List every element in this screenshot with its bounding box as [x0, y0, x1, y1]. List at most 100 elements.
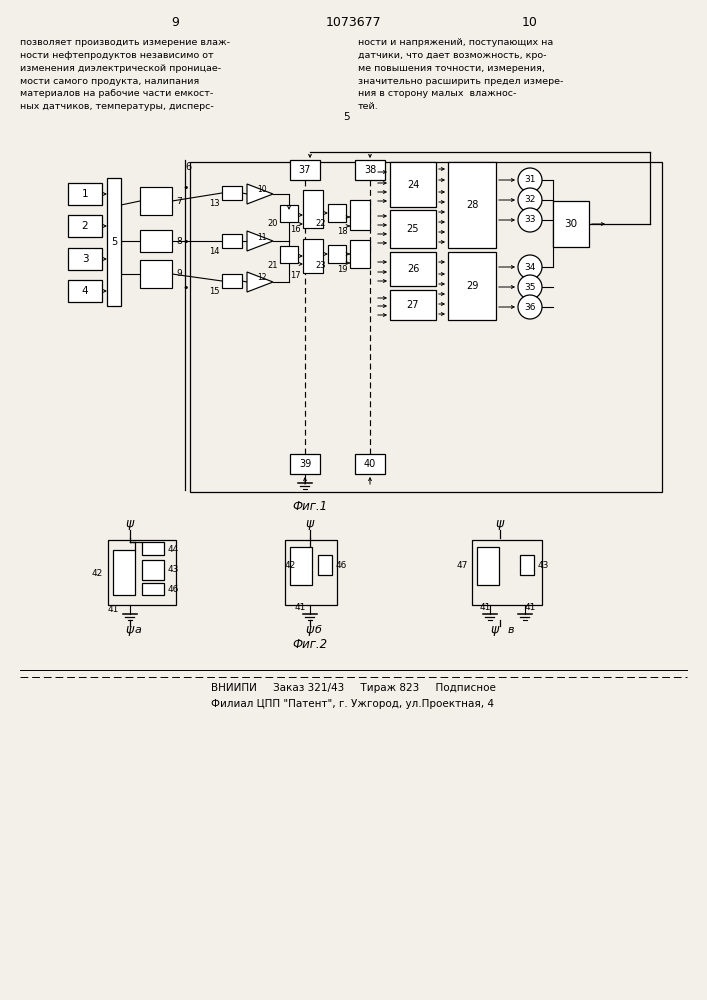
- Polygon shape: [247, 231, 273, 251]
- Text: ψ: ψ: [306, 624, 314, 637]
- Text: б: б: [315, 625, 322, 635]
- Text: 4: 4: [82, 286, 88, 296]
- Bar: [350, 200, 370, 230]
- Text: ψ: ψ: [496, 518, 504, 530]
- Text: 46: 46: [168, 584, 180, 593]
- Text: ψ: ψ: [126, 518, 134, 530]
- Text: 7: 7: [176, 196, 182, 206]
- Text: 26: 26: [407, 264, 419, 274]
- Bar: [140, 230, 172, 252]
- Text: 36: 36: [525, 302, 536, 312]
- Bar: [355, 160, 385, 180]
- Polygon shape: [247, 272, 273, 292]
- Text: 10: 10: [257, 186, 267, 194]
- Bar: [280, 246, 298, 263]
- Bar: [68, 248, 102, 270]
- Text: 43: 43: [168, 566, 180, 574]
- Text: 2: 2: [82, 221, 88, 231]
- Text: ψ: ψ: [306, 518, 314, 530]
- Text: 12: 12: [257, 273, 267, 282]
- Text: 22: 22: [315, 220, 326, 229]
- Text: 1073677: 1073677: [325, 16, 381, 29]
- Bar: [355, 454, 385, 474]
- Bar: [142, 560, 164, 580]
- Text: 1: 1: [82, 189, 88, 199]
- Polygon shape: [247, 184, 273, 204]
- Bar: [477, 547, 499, 585]
- Bar: [285, 540, 337, 605]
- Text: 35: 35: [525, 282, 536, 292]
- Circle shape: [518, 188, 542, 212]
- Text: 9: 9: [171, 16, 179, 29]
- Text: 11: 11: [257, 232, 267, 241]
- Bar: [390, 252, 436, 286]
- Text: 28: 28: [466, 200, 478, 210]
- Text: 14: 14: [209, 246, 220, 255]
- Text: 13: 13: [209, 198, 220, 208]
- Bar: [68, 183, 102, 205]
- Bar: [448, 252, 496, 320]
- Text: 47: 47: [457, 562, 468, 570]
- Text: ности и напряжений, поступающих на
датчики, что дает возможность, кро-
ме повыше: ности и напряжений, поступающих на датчи…: [358, 38, 563, 111]
- Bar: [290, 454, 320, 474]
- Text: 19: 19: [337, 265, 348, 274]
- Bar: [553, 201, 589, 247]
- Text: 30: 30: [564, 219, 578, 229]
- Text: 21: 21: [267, 260, 278, 269]
- Text: 18: 18: [337, 228, 348, 236]
- Text: 20: 20: [267, 220, 278, 229]
- Bar: [472, 540, 542, 605]
- Text: 44: 44: [168, 544, 180, 554]
- Text: 25: 25: [407, 224, 419, 234]
- Circle shape: [518, 295, 542, 319]
- Bar: [222, 234, 242, 248]
- Bar: [328, 245, 346, 263]
- Text: в: в: [508, 625, 515, 635]
- Bar: [318, 555, 332, 575]
- Text: 37: 37: [299, 165, 311, 175]
- Text: 9: 9: [176, 269, 182, 278]
- Text: 27: 27: [407, 300, 419, 310]
- Text: 24: 24: [407, 180, 419, 190]
- Bar: [142, 542, 164, 555]
- Text: 6: 6: [185, 162, 191, 172]
- Text: ψ: ψ: [126, 624, 134, 637]
- Bar: [328, 204, 346, 222]
- Text: 29: 29: [466, 281, 478, 291]
- Text: 5: 5: [111, 237, 117, 247]
- Text: 34: 34: [525, 262, 536, 271]
- Bar: [390, 290, 436, 320]
- Text: 10: 10: [522, 16, 538, 29]
- Text: 41: 41: [295, 603, 306, 612]
- Bar: [448, 162, 496, 248]
- Text: 31: 31: [525, 176, 536, 184]
- Text: 15: 15: [209, 286, 220, 296]
- Text: ВНИИПИ     Заказ 321/43     Тираж 823     Подписное: ВНИИПИ Заказ 321/43 Тираж 823 Подписное: [211, 683, 496, 693]
- Text: •: •: [182, 283, 189, 293]
- Bar: [140, 187, 172, 215]
- Bar: [290, 547, 312, 585]
- Text: 38: 38: [364, 165, 376, 175]
- Bar: [107, 178, 121, 306]
- Text: 23: 23: [315, 260, 326, 269]
- Bar: [68, 280, 102, 302]
- Text: 39: 39: [299, 459, 311, 469]
- Bar: [113, 550, 135, 595]
- Text: 42: 42: [284, 562, 296, 570]
- Bar: [222, 186, 242, 200]
- Bar: [303, 190, 323, 228]
- Text: 42: 42: [92, 568, 103, 578]
- Text: 41: 41: [480, 603, 491, 612]
- Bar: [350, 240, 370, 268]
- Bar: [390, 162, 436, 207]
- Bar: [222, 274, 242, 288]
- Bar: [290, 160, 320, 180]
- Text: Филиал ЦПП "Патент", г. Ужгород, ул.Проектная, 4: Филиал ЦПП "Патент", г. Ужгород, ул.Прое…: [211, 699, 494, 709]
- Text: 17: 17: [291, 270, 301, 279]
- Text: 46: 46: [336, 560, 347, 570]
- Text: 43: 43: [538, 560, 549, 570]
- Text: 16: 16: [291, 226, 301, 234]
- Text: Фиг.2: Фиг.2: [293, 639, 327, 652]
- Bar: [142, 583, 164, 595]
- Text: 32: 32: [525, 196, 536, 205]
